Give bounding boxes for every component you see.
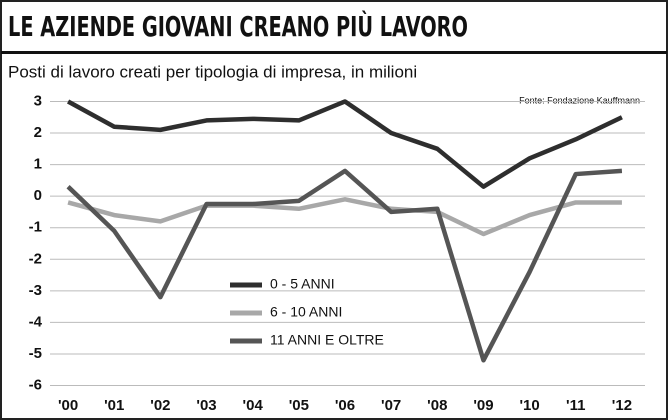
- series-line: [67, 197, 622, 237]
- series-line: [66, 99, 623, 189]
- y-tick-label: -6: [29, 377, 42, 394]
- x-tick-label: '03: [196, 397, 216, 414]
- x-tick-label: '11: [566, 397, 585, 414]
- x-tick-label: '01: [104, 397, 124, 414]
- chart-title: LE AZIENDE GIOVANI CREANO PIÙ LAVORO: [8, 9, 468, 43]
- chart-subtitle: Posti di lavoro creati per tipologia di …: [8, 62, 417, 81]
- title-rule: [1, 51, 667, 54]
- source: Fonte: Fondazione Kauffmann: [519, 95, 640, 105]
- y-tick-label: 2: [34, 124, 42, 141]
- y-tick-label: -1: [29, 219, 42, 236]
- x-tick-label: '05: [289, 397, 309, 414]
- x-tick-label: '06: [335, 397, 355, 414]
- x-tick-label: '02: [150, 397, 170, 414]
- x-tick-label: '10: [519, 397, 539, 414]
- y-tick-label: -4: [29, 313, 43, 330]
- y-tick-label: -3: [29, 282, 42, 299]
- y-tick-label: 1: [34, 156, 42, 173]
- y-tick-label: -5: [29, 345, 42, 362]
- x-tick-label: '00: [58, 397, 78, 414]
- x-tick-label: '09: [473, 397, 493, 414]
- x-tick-label: '07: [381, 397, 401, 414]
- x-tick-label: '04: [243, 397, 264, 414]
- x-tick-label: '08: [427, 397, 447, 414]
- y-tick-label: -2: [29, 250, 42, 267]
- legend-label: 6 - 10 ANNI: [270, 304, 342, 320]
- legend-label: 0 - 5 ANNI: [270, 276, 335, 292]
- y-tick-label: 3: [34, 92, 42, 109]
- series-line: [66, 168, 623, 363]
- legend-label: 11 ANNI E OLTRE: [270, 332, 384, 348]
- y-tick-label: 0: [34, 187, 42, 204]
- x-tick-label: '12: [612, 397, 632, 414]
